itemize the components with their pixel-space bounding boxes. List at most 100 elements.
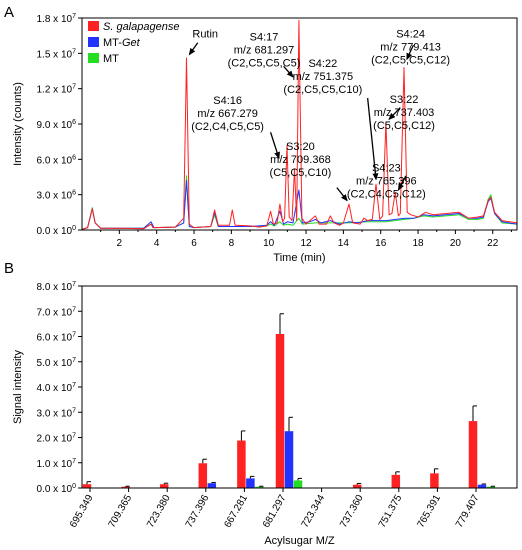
legend-label: MT (103, 53, 119, 65)
peak-annotation-line: (C2,C4,C5,C12) (347, 189, 426, 201)
peak-annotation-line: S3:20 (286, 141, 315, 153)
peak-annotation: S4:24 m/z 779.413 (C2,C5,C5,C12) (371, 28, 450, 66)
y-tick-label: 3.0 x 106 (37, 190, 77, 202)
peak-arrow (336, 187, 348, 202)
peak-annotation-line: m/z 681.297 (234, 44, 295, 56)
bar (468, 421, 478, 488)
peak-arrow (388, 107, 401, 121)
legend-label-prefix: MT- (103, 37, 122, 49)
x-tick-label: 20 (450, 238, 462, 249)
y-tick-label-exponent: 7 (72, 306, 76, 313)
y-tick-label-exponent: 7 (72, 332, 76, 339)
x-tick-label: 667.281 (222, 493, 250, 530)
peak-annotation: Rutin (192, 28, 218, 40)
peak-annotation-line: Rutin (192, 28, 218, 40)
y-tick-label: 7.0 x 107 (37, 306, 77, 318)
bar (486, 486, 496, 488)
x-tick-label: 709.365 (107, 493, 135, 530)
y-tick-label-mantissa: 2.0 x 10 (37, 434, 73, 445)
x-tick-label: 22 (487, 238, 499, 249)
y-tick-label: 1.0 x 107 (37, 458, 77, 470)
y-tick-label-exponent: 7 (72, 84, 76, 91)
x-tick-label: 737.360 (338, 493, 366, 530)
y-tick-label: 9.0 x 106 (37, 119, 77, 131)
x-tick-label: 681.297 (261, 493, 289, 530)
y-tick-label: 4.0 x 107 (37, 382, 77, 394)
bar (82, 484, 92, 488)
panel-a-letter: A (4, 4, 14, 21)
x-tick-label: 751.375 (377, 493, 405, 530)
bar (255, 486, 264, 488)
y-tick-label-mantissa: 0.0 x 10 (37, 226, 73, 237)
bar (121, 486, 130, 488)
y-tick-label-exponent: 0 (72, 225, 76, 232)
y-tick-label-mantissa: 0.0 x 10 (37, 484, 73, 495)
peak-annotation: S4:17 m/z 681.297 (C2,C5,C5,C5) (228, 31, 301, 69)
x-tick-label: 16 (375, 238, 387, 249)
y-tick-label: 2.0 x 107 (37, 433, 77, 445)
peak-arrow (269, 132, 280, 160)
y-tick-label: 3.0 x 107 (37, 407, 77, 419)
plot-frame (81, 285, 518, 489)
y-tick-label-mantissa: 4.0 x 10 (37, 383, 73, 394)
panel-b-letter: B (4, 260, 14, 277)
x-tick-label: 765.391 (415, 493, 443, 530)
x-tick-label: 695.349 (68, 493, 96, 530)
bar (430, 473, 439, 488)
y-tick-label-mantissa: 9.0 x 10 (37, 120, 73, 131)
bar (284, 431, 294, 488)
bar-chart-panel: 695.349 709.365 723.380 737.396 667.281 681.2… (12, 281, 518, 547)
y-tick-label-mantissa: 6.0 x 10 (37, 333, 73, 344)
y-tick-label-mantissa: 6.0 x 10 (37, 155, 73, 166)
peak-annotation-line: S4:24 (396, 28, 425, 40)
legend-swatch (88, 53, 99, 63)
trace-line-2 (81, 175, 518, 230)
peak-annotation-line: S4:23 (372, 163, 401, 175)
peak-annotation-line: S4:17 (250, 31, 279, 43)
peak-annotation-line: m/z 737.403 (374, 107, 435, 119)
x-tick-label: 18 (412, 238, 424, 249)
y-tick-label-exponent: 7 (72, 407, 76, 414)
x-axis-label: Acylsugar M/Z (264, 535, 335, 547)
y-tick-label: 1.8 x 107 (37, 13, 77, 25)
legend-label-prefix: MT (103, 53, 119, 65)
y-tick-label-mantissa: 5.0 x 10 (37, 358, 73, 369)
x-tick-label: 723.380 (145, 493, 173, 530)
peak-annotation-line: S4:16 (213, 95, 242, 107)
peak-arrow (397, 175, 407, 191)
peak-annotation: S4:23 m/z 765.396 (C2,C4,C5,C12) (347, 163, 426, 201)
y-tick-label: 6.0 x 107 (37, 332, 77, 344)
peak-annotation-line: S3:22 (390, 94, 419, 106)
peak-annotation-line: m/z 709.368 (270, 154, 331, 166)
y-tick-label-exponent: 7 (72, 281, 76, 288)
peak-annotation-line: m/z 751.375 (293, 71, 354, 83)
trace-line-1 (81, 180, 518, 230)
x-tick-label: 4 (154, 238, 160, 249)
peak-annotation-line: m/z 779.413 (380, 41, 441, 53)
bar (391, 474, 401, 488)
peak-annotation-line: m/z 667.279 (197, 108, 258, 120)
y-tick-label-exponent: 7 (72, 382, 76, 389)
peak-annotation-line: S4:22 (308, 58, 337, 70)
y-tick-label-mantissa: 1.2 x 10 (37, 85, 73, 96)
peak-annotation-line: (C5,C5,C10) (270, 167, 332, 179)
y-tick-label-mantissa: 1.5 x 10 (37, 49, 73, 60)
x-tick-label: 723.344 (300, 493, 328, 530)
y-tick-label-mantissa: 1.0 x 10 (37, 459, 73, 470)
peak-annotation: S3:20 m/z 709.368 (C5,C5,C10) (270, 141, 332, 179)
y-tick-label-exponent: 6 (72, 190, 76, 197)
peak-annotation-line: (C2,C5,C5,C12) (371, 54, 450, 66)
y-tick-label: 5.0 x 107 (37, 357, 77, 369)
peak-annotation: S3:22 m/z 737.403 (C5,C5,C12) (373, 94, 435, 132)
y-tick-label: 1.5 x 107 (37, 48, 77, 60)
y-tick-label-exponent: 7 (72, 357, 76, 364)
x-tick-label: 2 (117, 238, 123, 249)
peak-annotation-line: (C5,C5,C12) (373, 120, 435, 132)
bar (246, 478, 255, 488)
y-tick-label-mantissa: 8.0 x 10 (37, 282, 73, 293)
y-tick-label-exponent: 7 (72, 48, 76, 55)
peak-annotation: S4:16 m/z 667.279 (C2,C4,C5,C5) (191, 95, 264, 133)
y-tick-label-exponent: 0 (72, 483, 76, 490)
legend-swatch (88, 37, 99, 47)
